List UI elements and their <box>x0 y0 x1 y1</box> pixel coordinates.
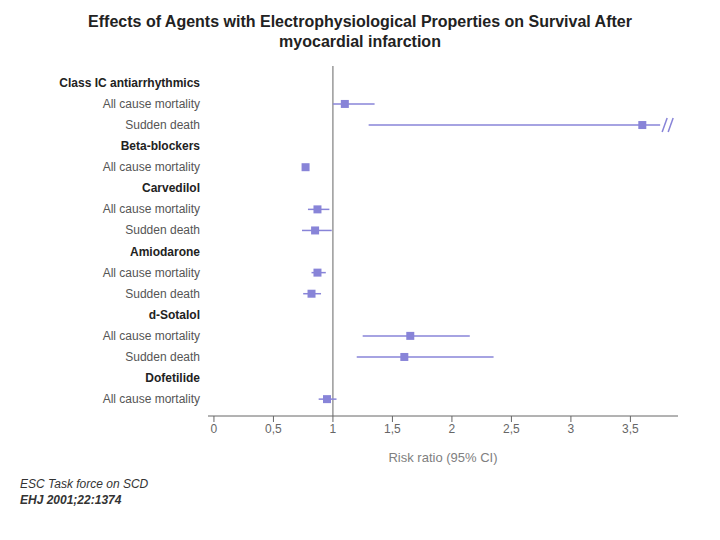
html-text:Effects of Agents with Electro: Effects of Agents with Electrophysiologi… <box>88 13 632 50</box>
svg-text:3: 3 <box>568 422 575 436</box>
svg-text:Sudden death: Sudden death <box>125 118 200 132</box>
svg-text:All cause mortality: All cause mortality <box>103 329 200 343</box>
svg-text:Carvedilol: Carvedilol <box>142 181 200 195</box>
svg-text:All cause mortality: All cause mortality <box>103 202 200 216</box>
svg-text:3,5: 3,5 <box>622 422 639 436</box>
svg-text:All cause mortality: All cause mortality <box>103 266 200 280</box>
svg-text:Sudden death: Sudden death <box>125 350 200 364</box>
svg-text:0,5: 0,5 <box>265 422 282 436</box>
svg-text:Dofetilide: Dofetilide <box>145 371 200 385</box>
svg-text:1,5: 1,5 <box>384 422 401 436</box>
svg-text:2,5: 2,5 <box>503 422 520 436</box>
svg-text:Risk ratio (95% CI): Risk ratio (95% CI) <box>388 450 497 465</box>
svg-text:2: 2 <box>449 422 456 436</box>
svg-text:All cause mortality: All cause mortality <box>103 97 200 111</box>
svg-text:Sudden death: Sudden death <box>125 287 200 301</box>
svg-text:Class IC antiarrhythmics: Class IC antiarrhythmics <box>59 76 200 90</box>
html-text:ESC Task force on SCD: ESC Task force on SCD <box>20 477 149 491</box>
svg-text:0: 0 <box>211 422 218 436</box>
html-text:EHJ 2001;22:1374: EHJ 2001;22:1374 <box>20 493 122 507</box>
svg-text:All cause mortality: All cause mortality <box>103 160 200 174</box>
svg-text:d-Sotalol: d-Sotalol <box>149 308 200 322</box>
svg-text:All cause mortality: All cause mortality <box>103 392 200 406</box>
svg-text:1: 1 <box>330 422 337 436</box>
svg-text:Sudden death: Sudden death <box>125 223 200 237</box>
svg-text:Amiodarone: Amiodarone <box>130 245 200 259</box>
svg-text:Beta-blockers: Beta-blockers <box>121 139 201 153</box>
